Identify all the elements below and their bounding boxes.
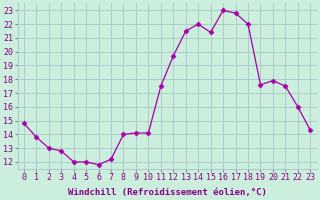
X-axis label: Windchill (Refroidissement éolien,°C): Windchill (Refroidissement éolien,°C) bbox=[68, 188, 267, 197]
